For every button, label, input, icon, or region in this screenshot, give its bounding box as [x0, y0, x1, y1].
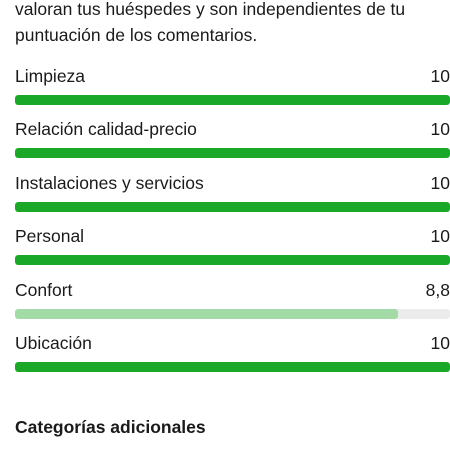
rating-bar-fill — [15, 361, 450, 372]
rating-score: 10 — [430, 172, 450, 193]
rating-score: 10 — [430, 66, 450, 86]
rating-label: Ubicación — [15, 332, 92, 353]
rating-label: Personal — [15, 226, 85, 247]
rating-value-for-money: Relación calidad-precio 10 — [15, 116, 450, 169]
rating-bar-track — [15, 361, 450, 372]
rating-bar-fill — [15, 308, 398, 319]
rating-bar-track — [15, 95, 450, 105]
rating-label: Instalaciones y servicios — [15, 172, 204, 193]
rating-bar-track — [15, 308, 450, 319]
intro-text: valoran tus huéspedes y son independient… — [15, 0, 445, 48]
rating-label: Limpieza — [15, 66, 86, 86]
rating-comfort: Confort 8,8 — [15, 277, 450, 330]
rating-bar-track — [15, 148, 450, 159]
rating-label: Relación calidad-precio — [15, 119, 197, 140]
rating-bar-fill — [15, 95, 450, 105]
rating-bar-track — [15, 255, 450, 266]
rating-bar-fill — [15, 255, 450, 266]
intro-line-1: valoran tus huéspedes y son independient… — [15, 0, 406, 19]
rating-facilities: Instalaciones y servicios 10 — [15, 170, 450, 223]
rating-bar-fill — [15, 148, 450, 159]
rating-bar-fill — [15, 201, 450, 212]
rating-score: 10 — [430, 226, 450, 247]
rating-score: 10 — [430, 119, 450, 140]
rating-cleanliness: Limpieza 10 — [15, 63, 450, 116]
ratings-list: Limpieza 10 Relación calidad-precio 10 I… — [15, 63, 450, 383]
rating-label: Confort — [15, 279, 73, 300]
rating-location: Ubicación 10 — [15, 330, 450, 383]
additional-categories-title: Categorías adicionales — [15, 417, 206, 437]
rating-bar-track — [15, 201, 450, 212]
rating-staff: Personal 10 — [15, 223, 450, 276]
rating-score: 8,8 — [425, 279, 450, 300]
rating-score: 10 — [430, 332, 450, 353]
intro-line-2: puntuación de los comentarios. — [15, 25, 258, 45]
